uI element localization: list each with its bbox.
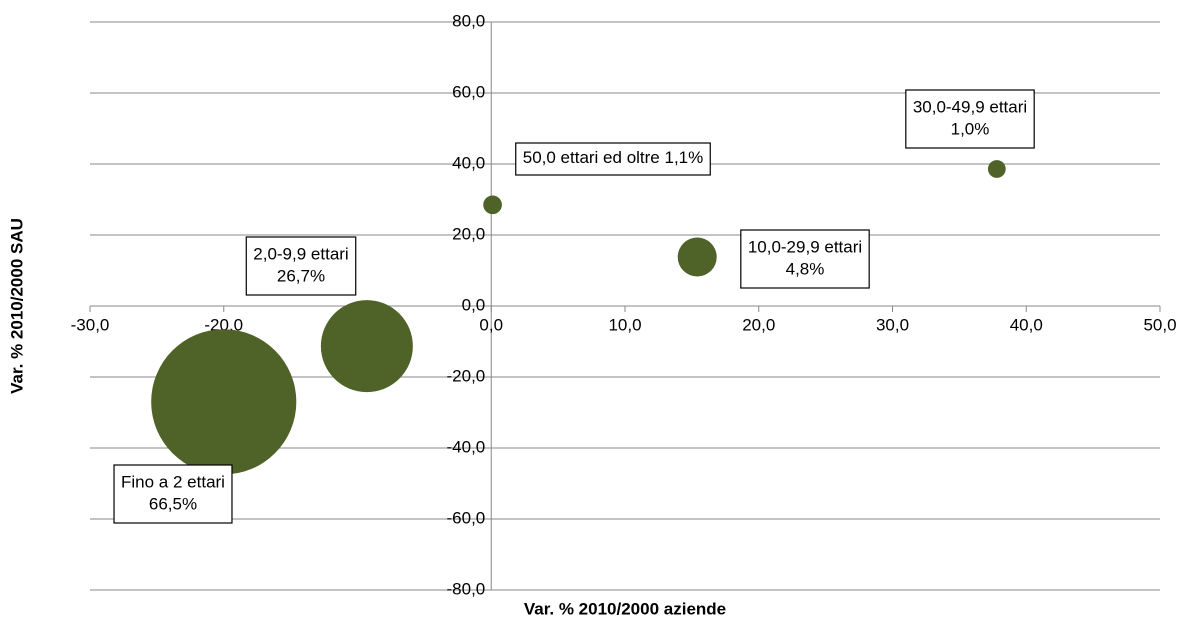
y-tick-label: -60,0 xyxy=(447,508,486,527)
label-name: 10,0-29,9 ettari xyxy=(748,237,862,256)
data-label: 10,0-29,9 ettari 4,8% xyxy=(740,229,870,289)
label-text: 50,0 ettari ed oltre 1,1% xyxy=(523,148,704,167)
data-label: 2,0-9,9 ettari 26,7% xyxy=(245,236,357,296)
label-name: 30,0-49,9 ettari xyxy=(913,97,1027,116)
label-name: 2,0-9,9 ettari xyxy=(253,244,348,263)
y-tick-label: -40,0 xyxy=(447,437,486,456)
y-tick-label: -20,0 xyxy=(447,366,486,385)
label-box xyxy=(740,229,870,289)
x-tick-label: 20,0 xyxy=(742,315,775,334)
x-tick-label: 10,0 xyxy=(608,315,641,334)
data-label: 30,0-49,9 ettari 1,0% xyxy=(905,89,1035,149)
label-box xyxy=(245,236,357,296)
x-tick-label: -30,0 xyxy=(71,315,110,334)
label-box xyxy=(515,142,711,176)
label-value: 4,8% xyxy=(786,259,825,278)
x-tick-label: 30,0 xyxy=(876,315,909,334)
label-box xyxy=(113,464,233,524)
x-axis-title: Var. % 2010/2000 aziende xyxy=(524,599,726,618)
label-box xyxy=(905,89,1035,149)
data-label: Fino a 2 ettari 66,5% xyxy=(113,464,233,524)
label-value: 26,7% xyxy=(277,266,325,285)
y-tick-label: 40,0 xyxy=(452,153,485,172)
y-tick-label: 20,0 xyxy=(452,224,485,243)
bubble xyxy=(320,300,413,393)
bubble xyxy=(151,329,297,475)
x-tick-label: 50,0 xyxy=(1143,315,1176,334)
bubble xyxy=(483,195,502,215)
bubble xyxy=(987,160,1006,178)
y-tick-label: 80,0 xyxy=(452,11,485,30)
y-axis-title: Var. % 2010/2000 SAU xyxy=(7,218,26,394)
y-tick-label: 0,0 xyxy=(462,295,486,314)
x-tick-label: -20,0 xyxy=(204,315,243,334)
data-label: 50,0 ettari ed oltre 1,1% xyxy=(515,142,711,176)
label-name: 50,0 ettari ed oltre xyxy=(523,148,660,167)
x-tick-label: 40,0 xyxy=(1010,315,1043,334)
label-value: 66,5% xyxy=(149,494,197,513)
y-tick-label: 60,0 xyxy=(452,82,485,101)
label-name: Fino a 2 ettari xyxy=(121,472,225,491)
label-value: 1,1% xyxy=(665,148,704,167)
label-value: 1,0% xyxy=(951,119,990,138)
bubble xyxy=(677,237,717,277)
y-tick-label: -80,0 xyxy=(447,579,486,598)
x-tick-label: 0,0 xyxy=(479,315,503,334)
